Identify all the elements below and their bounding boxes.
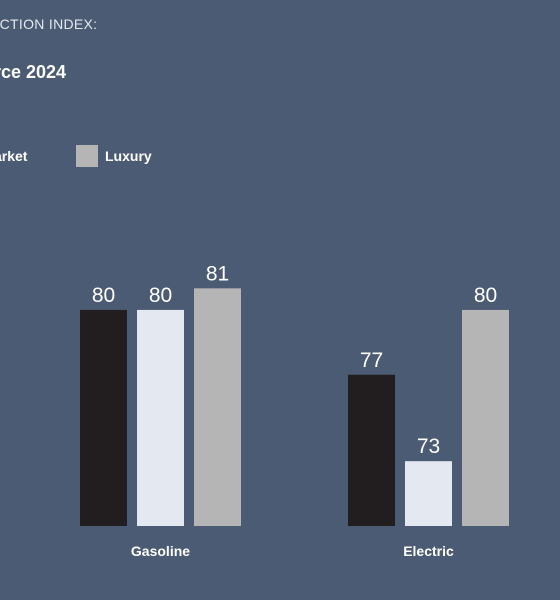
- legend-label-luxury: Luxury: [105, 148, 152, 164]
- data-label-gasoline-series-1: 80: [149, 284, 172, 307]
- category-label-electric: Electric: [403, 543, 454, 559]
- bar-gasoline-series-0: [80, 309, 127, 526]
- bar-electric-series-0: [348, 374, 395, 526]
- data-label-electric-series-1: 73: [417, 435, 440, 458]
- data-label-gasoline-series-2: 81: [206, 262, 229, 285]
- category-label-gasoline: Gasoline: [131, 543, 190, 559]
- data-label-gasoline-series-0: 80: [92, 284, 115, 307]
- bar-electric-series-2: [462, 309, 509, 526]
- bar-electric-series-1: [405, 461, 452, 526]
- chart-subtitle: ACTION INDEX:: [0, 16, 98, 32]
- data-label-electric-series-2: 80: [474, 284, 497, 307]
- chart-title: rce 2024: [0, 62, 67, 82]
- legend-label-mass-market: arket: [0, 148, 28, 164]
- bar-gasoline-series-1: [137, 309, 184, 526]
- bar-gasoline-series-2: [194, 288, 241, 526]
- data-label-electric-series-0: 77: [360, 349, 383, 372]
- legend-swatch-luxury: [76, 145, 98, 167]
